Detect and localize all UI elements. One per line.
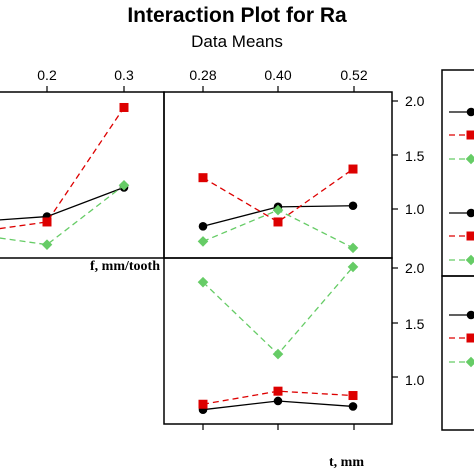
- data-point: [348, 201, 358, 211]
- series-line: [202, 390, 354, 405]
- legend-marker: [466, 231, 474, 241]
- legend-marker: [465, 254, 474, 266]
- series-line: [0, 107, 125, 230]
- legend-marker: [466, 107, 474, 117]
- f-axis-label: f, mm/tooth: [90, 259, 160, 274]
- legend-1: [449, 107, 474, 165]
- data-point: [347, 242, 359, 254]
- data-point: [348, 164, 358, 174]
- y-tick-label-top: 2.0: [405, 93, 425, 109]
- legend-marker: [466, 310, 474, 320]
- legend-marker: [466, 333, 474, 343]
- y-tick-label-bottom: 2.0: [405, 260, 425, 276]
- data-point: [42, 217, 52, 227]
- data-point: [119, 102, 129, 112]
- y-tick-label-bottom: 1.5: [405, 316, 425, 332]
- f-tick-label: 0.2: [37, 67, 57, 83]
- data-point: [118, 179, 130, 191]
- data-point: [347, 261, 359, 273]
- data-point: [348, 391, 358, 401]
- data-point: [198, 173, 208, 183]
- f-tick-label: 0.3: [114, 67, 134, 83]
- data-point: [197, 236, 209, 247]
- data-point: [273, 217, 283, 227]
- data-point: [197, 276, 209, 288]
- data-point: [41, 239, 53, 250]
- y-tick-label-top: 1.5: [405, 148, 425, 164]
- data-point: [272, 348, 284, 360]
- t-panel-bottom-group: [197, 261, 359, 415]
- f-panel-group: [0, 102, 130, 250]
- t-tick-label: 0.52: [340, 67, 367, 83]
- t-tick-label: 0.40: [264, 67, 291, 83]
- panel-frame-f: [0, 91, 165, 259]
- t-panel-top-group: [197, 164, 359, 254]
- data-point: [273, 386, 283, 396]
- series-layer: [0, 102, 359, 415]
- series-line: [0, 184, 125, 246]
- data-point: [198, 399, 208, 409]
- legend-marker: [466, 130, 474, 140]
- data-point: [273, 396, 283, 406]
- panel-frame-t-top: [163, 91, 393, 259]
- legend-marker: [465, 356, 474, 368]
- series-line: [202, 266, 354, 356]
- y-tick-label-bottom: 1.0: [405, 372, 425, 388]
- chart-subtitle: Data Means: [191, 32, 283, 51]
- data-point: [272, 204, 284, 216]
- legend-2: [449, 208, 474, 266]
- series-line: [202, 209, 354, 249]
- legend-3: [449, 310, 474, 368]
- t-tick-label: 0.28: [189, 67, 216, 83]
- y-tick-label-top: 1.0: [405, 201, 425, 217]
- legend-box-top: [441, 69, 474, 277]
- t-axis-label: t, mm: [329, 455, 364, 470]
- legend-layer: [449, 107, 474, 368]
- chart-title: Interaction Plot for Ra: [127, 4, 347, 27]
- legend-box-bottom: [441, 275, 474, 431]
- data-point: [198, 221, 208, 231]
- legend-marker: [466, 208, 474, 218]
- series-line: [0, 186, 125, 221]
- data-point: [348, 402, 358, 411]
- legend-marker: [465, 153, 474, 165]
